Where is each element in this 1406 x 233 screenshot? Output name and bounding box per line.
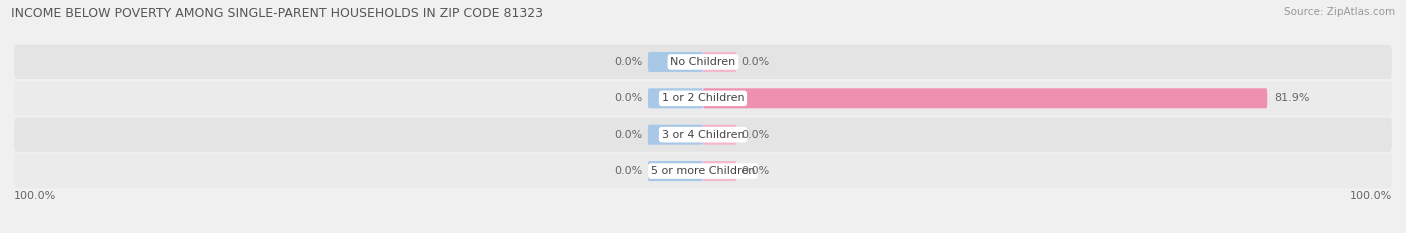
FancyBboxPatch shape <box>703 52 737 72</box>
FancyBboxPatch shape <box>648 88 703 108</box>
FancyBboxPatch shape <box>703 161 737 181</box>
FancyBboxPatch shape <box>703 125 737 145</box>
Text: 0.0%: 0.0% <box>614 57 643 67</box>
FancyBboxPatch shape <box>703 88 1267 108</box>
Text: Source: ZipAtlas.com: Source: ZipAtlas.com <box>1284 7 1395 17</box>
Text: 0.0%: 0.0% <box>741 166 770 176</box>
FancyBboxPatch shape <box>648 161 703 181</box>
Text: No Children: No Children <box>671 57 735 67</box>
FancyBboxPatch shape <box>14 118 1392 152</box>
Text: 0.0%: 0.0% <box>614 166 643 176</box>
FancyBboxPatch shape <box>648 52 703 72</box>
Text: 0.0%: 0.0% <box>741 130 770 140</box>
Text: 5 or more Children: 5 or more Children <box>651 166 755 176</box>
Text: 0.0%: 0.0% <box>614 130 643 140</box>
Text: 1 or 2 Children: 1 or 2 Children <box>662 93 744 103</box>
Text: 100.0%: 100.0% <box>1350 192 1392 201</box>
FancyBboxPatch shape <box>14 45 1392 79</box>
Text: 81.9%: 81.9% <box>1274 93 1309 103</box>
Text: 3 or 4 Children: 3 or 4 Children <box>662 130 744 140</box>
Text: 0.0%: 0.0% <box>614 93 643 103</box>
FancyBboxPatch shape <box>14 154 1392 188</box>
FancyBboxPatch shape <box>648 125 703 145</box>
FancyBboxPatch shape <box>14 81 1392 115</box>
Text: 0.0%: 0.0% <box>741 57 770 67</box>
Text: INCOME BELOW POVERTY AMONG SINGLE-PARENT HOUSEHOLDS IN ZIP CODE 81323: INCOME BELOW POVERTY AMONG SINGLE-PARENT… <box>11 7 543 20</box>
Text: 100.0%: 100.0% <box>14 192 56 201</box>
